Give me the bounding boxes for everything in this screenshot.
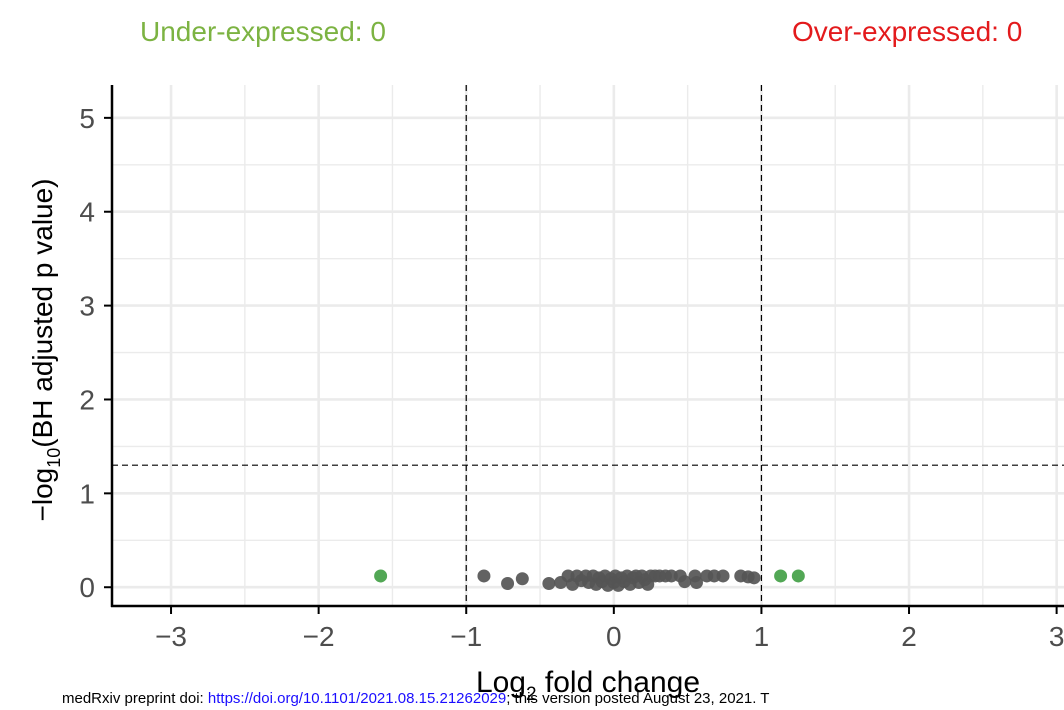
y-tick-label: 1 — [79, 478, 95, 509]
grid-lines — [112, 85, 1064, 606]
gene-point-not-significant — [716, 569, 730, 583]
gene-point-not-significant — [515, 572, 529, 586]
x-tick-label: 1 — [754, 621, 770, 652]
preprint-suffix: ; this version posted August 23, 2021. T — [506, 690, 770, 707]
x-tick-label: −1 — [450, 621, 482, 652]
y-axis-title-subscript: 10 — [44, 448, 64, 468]
gene-point-fold-change-only — [774, 569, 788, 583]
x-tick-label: 0 — [606, 621, 622, 652]
x-tick-label: −2 — [303, 621, 335, 652]
y-axis-title: −log10(BH adjusted p value) — [27, 178, 64, 521]
y-tick-label: 4 — [79, 197, 95, 228]
x-axis-title-main: Log — [476, 666, 526, 699]
doi-link[interactable]: https://doi.org/10.1101/2021.08.15.21262… — [207, 690, 507, 707]
threshold-lines — [112, 85, 1064, 606]
x-tick-label: 2 — [901, 621, 917, 652]
y-axis-title-main: −log — [27, 468, 58, 522]
axis-ticks: −3 −2 −1 0 1 2 3 0 1 2 3 4 5 — [79, 103, 1064, 652]
y-tick-label: 3 — [79, 291, 95, 322]
over-expressed-count: Over-expressed: 0 — [792, 16, 1023, 47]
x-axis-title-subscript: 2 — [526, 684, 537, 705]
x-tick-label: 3 — [1049, 621, 1064, 652]
gene-point-not-significant — [542, 576, 556, 590]
gene-point-not-significant — [477, 569, 491, 583]
y-tick-label: 0 — [79, 572, 95, 603]
y-tick-label: 5 — [79, 103, 95, 134]
x-axis-title: Log2 fold change — [476, 666, 700, 705]
y-tick-label: 2 — [79, 384, 95, 415]
x-axis-title-rest: fold change — [537, 666, 700, 699]
gene-point-not-significant — [678, 575, 692, 589]
gene-point-not-significant — [501, 576, 515, 590]
gene-point-not-significant — [689, 576, 703, 590]
gene-point-fold-change-only — [791, 569, 805, 583]
x-tick-label: −3 — [155, 621, 187, 652]
data-points — [374, 569, 805, 592]
y-axis-title-rest: (BH adjusted p value) — [27, 178, 58, 447]
axes — [110, 85, 1064, 608]
under-expressed-count: Under-expressed: 0 — [140, 16, 386, 47]
preprint-prefix: medRxiv preprint doi: — [62, 690, 208, 707]
gene-point-fold-change-only — [374, 569, 388, 583]
gene-point-not-significant — [747, 571, 761, 585]
preprint-notice: medRxiv preprint doi: https://doi.org/10… — [62, 690, 769, 707]
